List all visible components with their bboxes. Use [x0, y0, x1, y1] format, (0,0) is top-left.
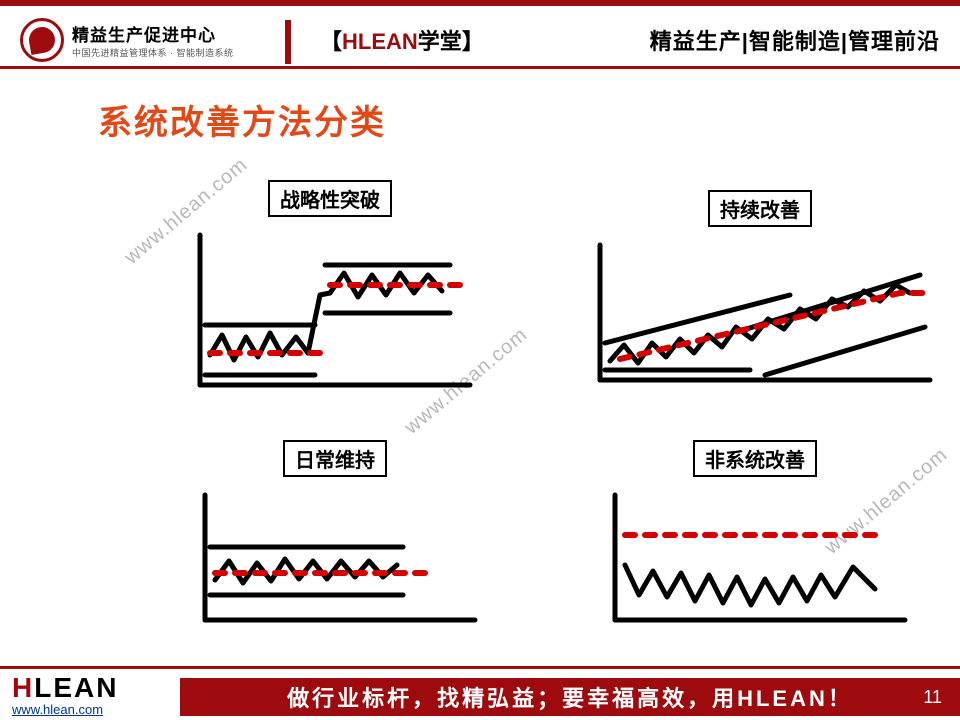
slide-title: 系统改善方法分类 — [98, 95, 386, 144]
chart-continuous-improvement — [580, 235, 940, 395]
footer-line — [0, 666, 960, 669]
logo-subtitle: 中国先进精益管理体系 · 智能制造系统 — [72, 46, 234, 59]
header-logo: 精益生产促进中心 中国先进精益管理体系 · 智能制造系统 — [20, 18, 234, 62]
quad-label-tl: 战略性突破 — [268, 180, 392, 217]
footer-page-number: 11 — [923, 687, 942, 708]
quadrant-continuous-improvement: 持续改善 — [560, 190, 960, 395]
header: 精益生产促进中心 中国先进精益管理体系 · 智能制造系统 【HLEAN学堂】 精… — [0, 0, 960, 64]
chart-daily-maintain — [185, 485, 485, 635]
quad-label-br: 非系统改善 — [693, 440, 817, 477]
footer-bar: 做行业标杆，找精弘益；要幸福高效，用HLEAN！ 11 — [180, 678, 960, 716]
quad-label-tr: 持续改善 — [708, 190, 812, 227]
quadrant-non-systematic: 非系统改善 — [555, 440, 955, 635]
chart-strategic-breakthrough — [180, 225, 480, 405]
footer-url: www.hlean.com — [12, 702, 103, 717]
footer: HLEAN www.hlean.com 做行业标杆，找精弘益；要幸福高效，用HL… — [0, 666, 960, 720]
quadrant-strategic-breakthrough: 战略性突破 — [130, 180, 530, 405]
chart-non-systematic — [595, 485, 915, 635]
diagram-area: 战略性突破 持续改善 日常维持 非系统改善 — [0, 150, 960, 640]
header-divider — [285, 20, 291, 64]
footer-logo: HLEAN — [12, 672, 118, 704]
header-underline — [0, 66, 960, 69]
logo-title: 精益生产促进中心 — [72, 21, 234, 46]
quadrant-daily-maintain: 日常维持 — [135, 440, 535, 635]
header-right: 精益生产|智能制造|管理前沿 — [650, 24, 940, 56]
quad-label-bl: 日常维持 — [283, 440, 387, 477]
footer-slogan: 做行业标杆，找精弘益；要幸福高效，用HLEAN！ — [287, 681, 853, 713]
header-center: 【HLEAN学堂】 — [320, 24, 484, 56]
logo-icon — [20, 18, 64, 62]
